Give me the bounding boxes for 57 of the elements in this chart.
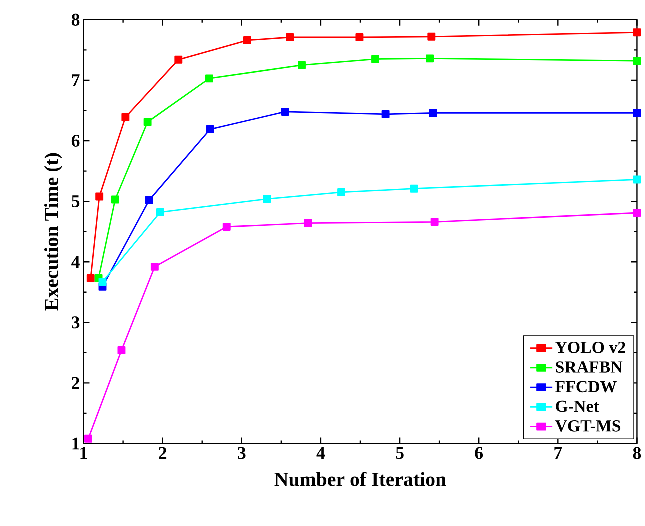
point (263, 195, 272, 204)
point (372, 56, 380, 64)
x-tick-label: 7 (554, 447, 562, 460)
point (118, 346, 126, 355)
y-tick-label: 8 (72, 14, 80, 26)
point (174, 56, 183, 64)
y-tick-label: 6 (72, 135, 80, 148)
x-tick-label: 3 (238, 447, 246, 460)
point (430, 218, 439, 226)
point (356, 34, 364, 42)
point (86, 274, 95, 283)
point (410, 185, 418, 194)
y-axis-title: Execution Time (t) (44, 154, 63, 312)
point (111, 196, 120, 204)
point (426, 54, 434, 63)
legend-label: VGT-MS (555, 420, 621, 432)
point (633, 57, 642, 66)
point (429, 109, 438, 118)
legend-label: G-Net (556, 401, 600, 412)
point (286, 34, 294, 42)
point (633, 209, 642, 218)
point (156, 208, 164, 217)
point (122, 114, 130, 122)
y-tick-label: 5 (72, 196, 80, 208)
y-tick-label: 1 (72, 438, 80, 450)
x-tick-label: 6 (475, 447, 484, 460)
point (298, 62, 306, 70)
x-tick-label: 5 (396, 447, 404, 460)
x-tick-label: 2 (159, 447, 167, 460)
legend-label: YOLO v2 (556, 342, 626, 354)
x-tick-label: 4 (316, 447, 326, 460)
point (633, 176, 642, 184)
point (206, 74, 214, 83)
y-tick-label: 3 (72, 316, 80, 329)
point (98, 278, 107, 286)
point (338, 188, 346, 197)
point (222, 223, 231, 232)
point (304, 220, 312, 228)
legend-label: FFCDW (556, 381, 617, 393)
point (281, 108, 290, 116)
point (382, 110, 390, 119)
point (428, 33, 436, 42)
y-tick-label: 7 (72, 74, 80, 87)
point (84, 435, 92, 444)
y-tick-label: 2 (72, 378, 80, 390)
y-tick-label: 4 (72, 256, 80, 268)
x-tick-label: 8 (633, 447, 642, 460)
point (96, 192, 104, 201)
point (633, 109, 642, 118)
point (206, 126, 214, 134)
legend-label: SRAFBN (556, 362, 623, 374)
x-axis-title: Number of Iteration (274, 472, 446, 487)
point (145, 196, 154, 205)
point (144, 118, 152, 126)
point (243, 36, 252, 45)
point (150, 263, 159, 272)
point (633, 28, 642, 37)
